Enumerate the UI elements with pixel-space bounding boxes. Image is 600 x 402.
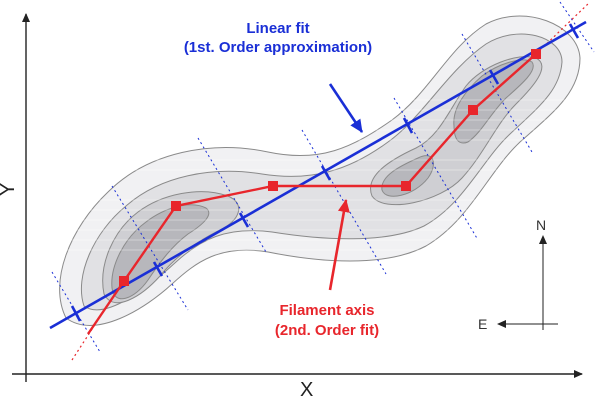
compass: N E (478, 217, 558, 332)
node-4 (401, 181, 411, 191)
y-axis-label: Y (0, 183, 19, 196)
node-1 (119, 276, 129, 286)
contour-stripes (60, 99, 580, 251)
linear-fit-pointer-arrow (328, 83, 364, 133)
filament-axis-extension (71, 1, 591, 361)
compass-north-label: N (536, 217, 546, 233)
tick-3 (238, 212, 250, 228)
node-2 (171, 201, 181, 211)
filament-axis-nodes (119, 49, 541, 286)
node-5 (468, 105, 478, 115)
tick-1 (70, 305, 82, 322)
guide-2 (111, 185, 189, 311)
tick-6 (488, 69, 500, 85)
node-6 (531, 49, 541, 59)
filament-axis-subtitle: (2nd. Order fit) (275, 322, 379, 339)
x-axis-label: X (300, 379, 313, 401)
filament-axis-line (123, 53, 537, 282)
linear-fit-title: Linear fit (246, 20, 309, 37)
compass-east-label: E (478, 316, 487, 332)
tick-5 (402, 117, 414, 134)
contour-level-4c (453, 59, 534, 144)
contour-level-4 (111, 204, 210, 300)
linear-fit-ticks (70, 23, 580, 322)
filament-axis-title: Filament axis (279, 302, 374, 319)
linear-fit-line (49, 20, 587, 330)
axes (12, 13, 583, 382)
tick-7 (568, 23, 580, 39)
filament-axis-tail (87, 280, 125, 335)
linear-fit-subtitle: (1st. Order approximation) (184, 39, 372, 56)
node-3 (268, 181, 278, 191)
tick-4 (320, 165, 332, 181)
filament-axis-pointer-arrow (328, 199, 350, 291)
tick-2 (152, 261, 164, 277)
